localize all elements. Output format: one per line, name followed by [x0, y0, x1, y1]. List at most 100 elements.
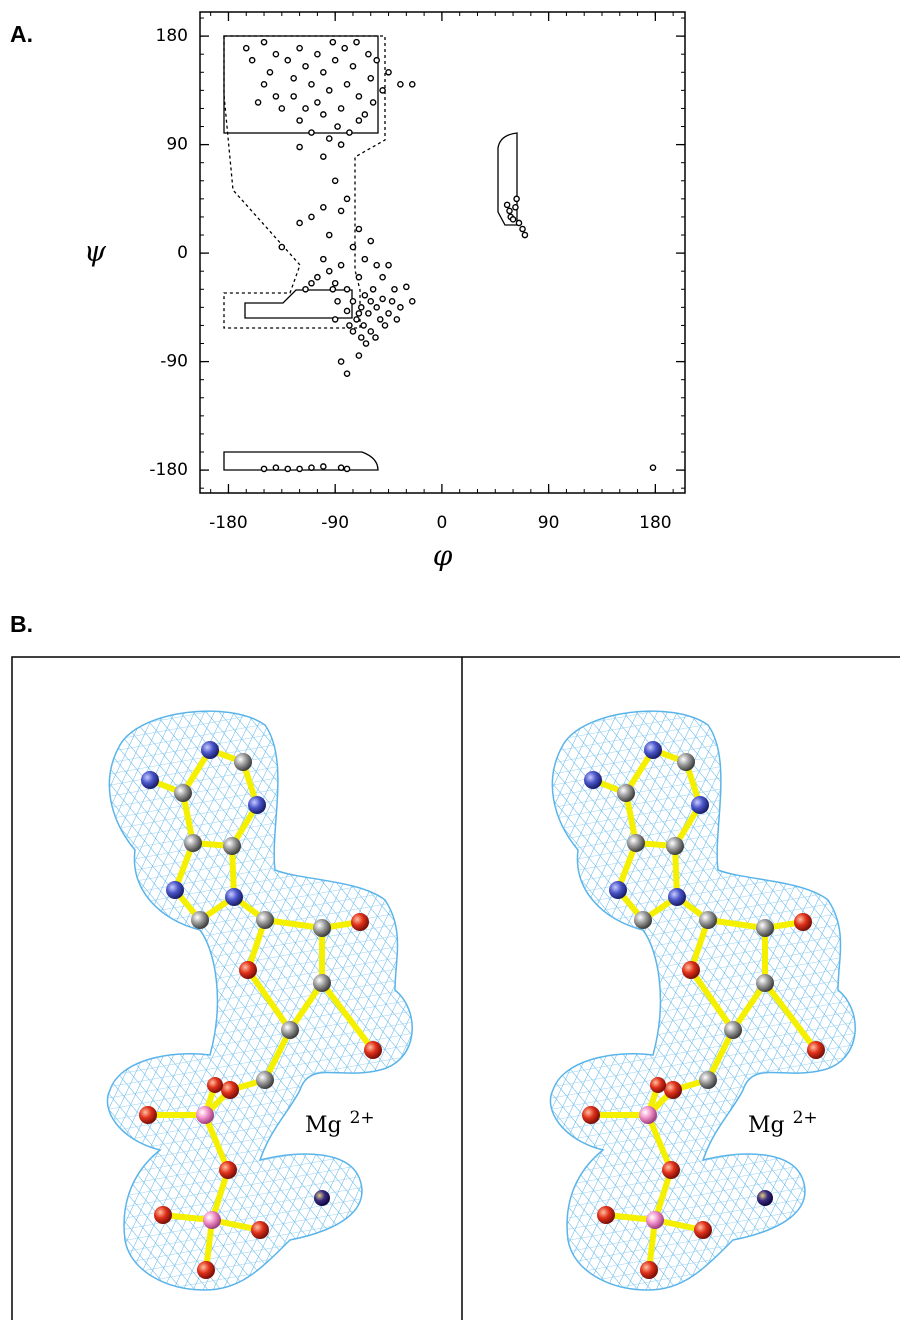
density-map-left: [107, 711, 412, 1290]
point: [361, 111, 369, 118]
x-tick-label: 90: [538, 513, 560, 533]
point: [272, 464, 280, 471]
point: [379, 87, 386, 94]
point: [515, 219, 523, 227]
point: [337, 207, 345, 215]
point: [349, 243, 357, 251]
image-frame: [11, 656, 900, 1320]
favored-region: [223, 35, 379, 134]
point: [513, 195, 520, 203]
favored-region: [223, 451, 379, 471]
y-axis-label: ψ: [84, 235, 107, 268]
point: [381, 322, 389, 329]
point: [320, 68, 327, 76]
density-map-right: [550, 711, 855, 1290]
point: [308, 81, 315, 88]
ion-symbol: Mg: [748, 1113, 785, 1138]
point: [367, 298, 375, 305]
point: [397, 81, 404, 88]
point: [403, 283, 410, 291]
point: [331, 177, 339, 185]
point: [365, 310, 372, 317]
point: [242, 44, 250, 52]
point: [296, 465, 303, 473]
point: [343, 465, 351, 473]
point: [343, 285, 351, 293]
panel-label: B.: [10, 611, 33, 637]
point: [329, 38, 337, 46]
point: [408, 298, 416, 305]
point: [331, 279, 339, 287]
point: [355, 117, 363, 124]
point: [349, 328, 357, 335]
point: [278, 243, 286, 251]
point: [302, 62, 309, 70]
point: [308, 213, 315, 221]
ion-label: Mg 2+: [305, 1108, 375, 1138]
point: [379, 273, 386, 281]
point: [337, 141, 345, 148]
plot-frame: [199, 11, 686, 494]
point: [337, 464, 345, 471]
point: [357, 304, 365, 311]
point: [346, 129, 353, 136]
point: [357, 334, 365, 341]
allowed-region: [223, 35, 386, 329]
point: [385, 68, 392, 76]
x-axis-label: φ: [433, 539, 453, 572]
point: [334, 123, 341, 130]
point: [278, 105, 286, 112]
point: [362, 340, 370, 347]
point: [509, 216, 517, 223]
point: [325, 267, 333, 275]
point: [361, 291, 369, 299]
point: [503, 201, 511, 209]
point: [302, 285, 309, 293]
panel-label: A.: [10, 21, 33, 47]
point: [353, 316, 360, 323]
point: [391, 285, 398, 293]
point: [320, 153, 327, 160]
point: [369, 285, 377, 293]
favored-region: [244, 289, 353, 319]
point: [349, 62, 357, 70]
point: [343, 307, 351, 315]
favored-region: [497, 132, 518, 226]
point: [260, 38, 268, 46]
point: [367, 75, 375, 82]
point: [373, 261, 380, 269]
point: [290, 75, 297, 82]
point: [349, 298, 357, 305]
point: [346, 322, 353, 329]
point: [355, 310, 363, 317]
point: [266, 68, 274, 76]
point: [320, 463, 327, 470]
point: [334, 298, 341, 305]
point: [320, 203, 327, 211]
point: [343, 370, 351, 377]
ramachandran-plot: -180 -90 0 90 180 -180 -90 0 90 180 φ ψ: [84, 11, 686, 572]
point: [343, 81, 351, 88]
point: [373, 56, 380, 64]
point: [290, 93, 297, 100]
y-tick-label: 0: [177, 243, 188, 263]
y-tick-label: -90: [160, 352, 188, 372]
point: [337, 358, 345, 365]
point: [329, 285, 337, 293]
point: [284, 56, 292, 64]
point: [254, 99, 262, 106]
point: [260, 81, 268, 88]
point: [248, 56, 256, 64]
x-tick-label: 180: [639, 513, 671, 533]
point: [314, 99, 321, 106]
point: [325, 135, 333, 142]
point: [355, 352, 363, 359]
point: [397, 304, 404, 311]
point: [260, 465, 268, 473]
point: [320, 255, 327, 263]
point: [355, 225, 363, 233]
point: [331, 316, 339, 323]
y-tick-label: 90: [166, 135, 188, 155]
